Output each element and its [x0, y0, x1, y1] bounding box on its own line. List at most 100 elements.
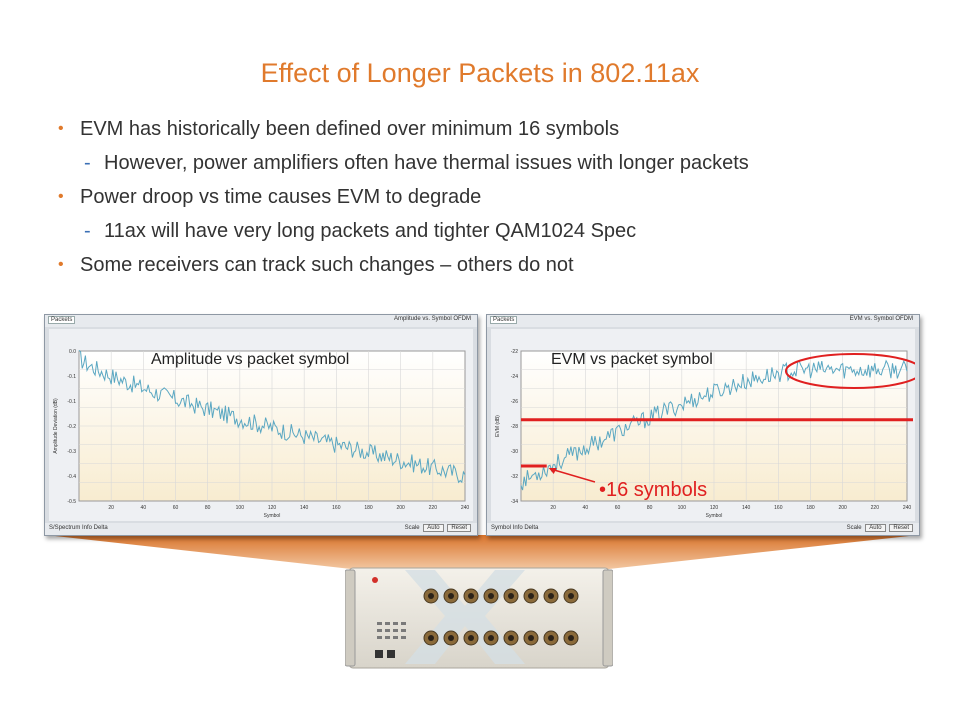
y-tick-label: -0.1: [67, 399, 76, 405]
scale-label: Scale: [846, 525, 862, 531]
y-tick-label: -22: [511, 349, 518, 355]
rf-connector-core-icon: [568, 635, 574, 641]
bullet-item: • EVM has historically been defined over …: [58, 112, 938, 146]
sub-bullet-dash: -: [84, 152, 91, 174]
x-tick-label: 60: [615, 505, 621, 511]
sub-bullet-dash: -: [84, 220, 91, 242]
amplitude-annotation: Amplitude vs packet symbol: [151, 351, 350, 368]
rf-connector-core-icon: [528, 635, 534, 641]
y-tick-label: -26: [511, 399, 518, 405]
reset-button[interactable]: Reset: [889, 524, 913, 532]
sub-bullet-item: - However, power amplifiers often have th…: [58, 146, 938, 180]
rf-connector-core-icon: [548, 635, 554, 641]
footer-tabs[interactable]: S/Spectrum Info Delta: [49, 525, 108, 531]
bullet-list: • EVM has historically been defined over …: [58, 112, 938, 282]
bullet-text: Power droop vs time causes EVM to degrad…: [80, 186, 482, 208]
y-axis-label: Amplitude Deviation (dB): [53, 398, 59, 454]
status-led-icon: [385, 622, 390, 625]
rf-connector-core-icon: [548, 593, 554, 599]
slide-title: Effect of Longer Packets in 802.11ax: [260, 58, 700, 88]
rf-connector-core-icon: [448, 593, 454, 599]
callout-arrow: [550, 468, 596, 483]
window-header: Packets EVM vs. Symbol OFDM: [487, 315, 919, 327]
bullet-text: Some receivers can track such changes – …: [80, 254, 574, 276]
sub-bullet-text: However, power amplifiers often have the…: [104, 152, 749, 174]
instrument-chassis-icon: [345, 567, 613, 669]
status-led-icon: [401, 629, 406, 632]
status-led-icon: [393, 622, 398, 625]
x-tick-label: 40: [141, 505, 147, 511]
x-tick-label: 160: [774, 505, 783, 511]
auto-button[interactable]: Auto: [865, 524, 886, 532]
footer-tabs[interactable]: Symbol Info Delta: [491, 525, 539, 531]
rf-connector-core-icon: [468, 635, 474, 641]
status-led-icon: [393, 636, 398, 639]
bullet-dot: •: [58, 256, 64, 273]
y-tick-label: -28: [511, 424, 518, 430]
status-led-icon: [393, 629, 398, 632]
rf-connector-core-icon: [568, 593, 574, 599]
packets-tab[interactable]: Packets: [490, 316, 518, 324]
status-led-icon: [377, 636, 382, 639]
x-tick-label: 100: [236, 505, 245, 511]
x-tick-label: 180: [364, 505, 373, 511]
x-axis-label: Symbol: [706, 513, 723, 519]
x-tick-label: 20: [550, 505, 556, 511]
evm-annotation: EVM vs packet symbol: [551, 351, 713, 368]
reset-button[interactable]: Reset: [447, 524, 471, 532]
status-led-icon: [377, 622, 382, 625]
status-led-icon: [401, 622, 406, 625]
bullet-item: • Some receivers can track such changes –…: [58, 248, 938, 282]
y-tick-label: -32: [511, 474, 518, 480]
sub-bullet-item: -11ax will have very long packets and ti…: [58, 214, 938, 248]
x-tick-label: 100: [678, 505, 687, 511]
rf-connector-core-icon: [488, 593, 494, 599]
bullet-dot: •: [58, 188, 64, 205]
usb-port-icon: [387, 650, 395, 658]
scale-label: Scale: [404, 525, 420, 531]
y-tick-label: -0.4: [67, 474, 76, 480]
x-tick-label: 80: [647, 505, 653, 511]
amplitude-chart[interactable]: 20 40 60 80 100 120 140 160 180 200 220 240 Symbol Am…: [49, 329, 473, 521]
packets-tab[interactable]: Packets: [48, 316, 76, 324]
x-tick-label: 20: [108, 505, 114, 511]
window-header-title: EVM vs. Symbol OFDM: [849, 316, 913, 322]
amplitude-window[interactable]: Packets Amplitude vs. Symbol OFDM 20 40 60…: [44, 314, 478, 536]
x-tick-label: 180: [806, 505, 815, 511]
x-tick-label: 240: [461, 505, 470, 511]
bullet-dot: •: [58, 120, 64, 137]
rf-connector-core-icon: [488, 635, 494, 641]
y-tick-label: -0.3: [67, 449, 76, 455]
x-tick-label: 200: [396, 505, 405, 511]
status-led-icon: [385, 629, 390, 632]
rf-connector-core-icon: [528, 593, 534, 599]
x-tick-label: 60: [173, 505, 179, 511]
window-footer: Symbol Info Delta Scale Auto Reset: [487, 523, 919, 535]
plateau-highlight-ellipse: [784, 353, 915, 389]
window-header-title: Amplitude vs. Symbol OFDM: [393, 316, 471, 322]
data-trace: [78, 350, 466, 484]
rf-connector-core-icon: [468, 593, 474, 599]
x-tick-label: 220: [871, 505, 880, 511]
y-tick-label: -0.2: [67, 424, 76, 430]
x-tick-label: 160: [332, 505, 341, 511]
rf-connector-core-icon: [448, 635, 454, 641]
y-tick-label: 0.0: [69, 349, 76, 355]
usb-port-icon: [375, 650, 383, 658]
footer-controls: Scale Auto Reset: [847, 524, 913, 532]
evm-window[interactable]: Packets EVM vs. Symbol OFDM 20 40 60 80 100 1…: [486, 314, 920, 536]
rf-connector-core-icon: [428, 593, 434, 599]
x-tick-label: 40: [583, 505, 589, 511]
y-tick-label: -24: [511, 374, 518, 380]
evm-chart[interactable]: 20 40 60 80 100 120 140 160 180 200 220 240 Symbol EV…: [491, 329, 915, 521]
y-tick-label: -0.5: [67, 499, 76, 505]
window-footer: S/Spectrum Info Delta Scale Auto Reset: [45, 523, 477, 535]
x-tick-label: 200: [838, 505, 847, 511]
sub-bullet-text: 11ax will have very long packets and tig…: [104, 220, 637, 242]
rf-connector-core-icon: [428, 635, 434, 641]
x-tick-label: 120: [268, 505, 277, 511]
x-tick-label: 80: [205, 505, 211, 511]
status-led-icon: [401, 636, 406, 639]
auto-button[interactable]: Auto: [423, 524, 444, 532]
